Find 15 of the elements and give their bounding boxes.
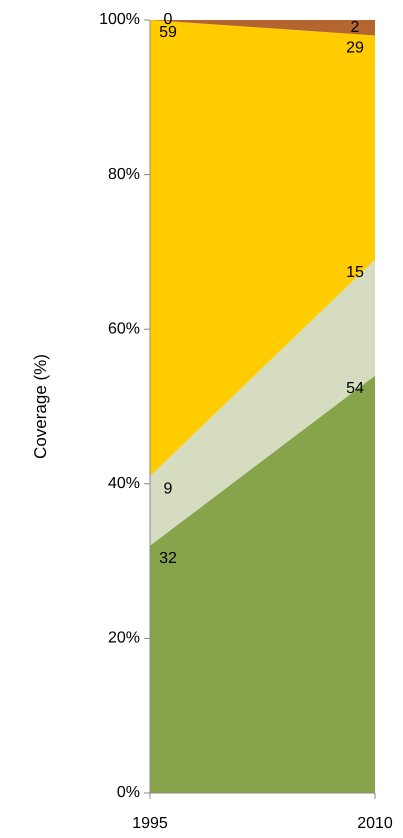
- data-label: 32: [159, 550, 177, 567]
- x-tick-label: 2010: [357, 815, 393, 832]
- y-tick-label: 0%: [116, 784, 140, 802]
- y-axis-title: Coverage (%): [31, 354, 50, 459]
- y-tick-label: 60%: [108, 320, 140, 338]
- y-tick-label: 80%: [108, 166, 140, 183]
- x-tick-label: 1995: [132, 815, 168, 832]
- data-label: 54: [346, 380, 364, 397]
- data-label: 9: [164, 480, 173, 498]
- data-label: 2: [350, 18, 360, 36]
- data-label: 15: [346, 264, 364, 281]
- y-tick-label: 20%: [108, 630, 140, 647]
- data-label: 29: [346, 40, 364, 57]
- y-tick-label: 100%: [99, 11, 140, 28]
- y-tick-label: 40%: [108, 475, 140, 492]
